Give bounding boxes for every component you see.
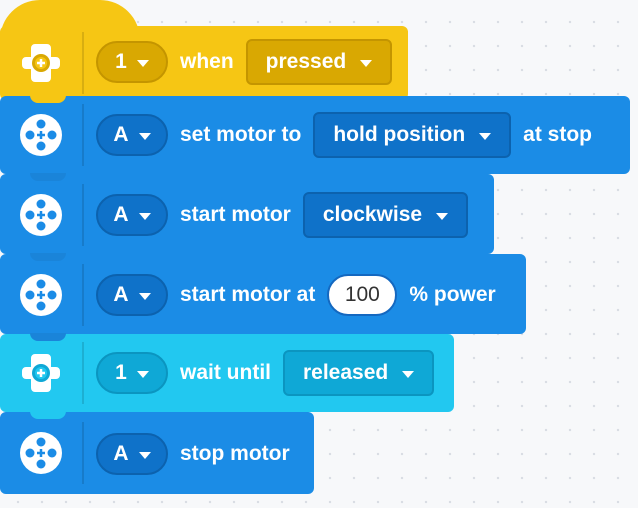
- motor-icon: [2, 416, 80, 490]
- divider: [82, 422, 84, 484]
- port-label: A: [113, 123, 129, 146]
- port-label: A: [113, 442, 129, 465]
- chevron-down-icon: [436, 212, 449, 220]
- port-label: A: [113, 203, 129, 226]
- motor-port-dropdown[interactable]: A: [96, 433, 168, 475]
- force-sensor-icon: [2, 26, 80, 100]
- block-text-start-motor: start motor: [180, 203, 291, 226]
- port-dropdown[interactable]: 1: [96, 41, 168, 83]
- sensor-state-label: released: [303, 361, 389, 384]
- motor-port-dropdown[interactable]: A: [96, 114, 168, 156]
- stop-action-label: hold position: [333, 123, 466, 146]
- chevron-down-icon: [138, 132, 151, 140]
- start-motor-power-block[interactable]: A start motor at 100 % power: [0, 253, 526, 334]
- motor-icon: [2, 178, 80, 252]
- motor-port-dropdown[interactable]: A: [96, 194, 168, 236]
- divider: [82, 32, 84, 94]
- sensor-port-dropdown[interactable]: 1: [96, 352, 168, 394]
- force-sensor-icon: [2, 336, 80, 410]
- direction-label: clockwise: [322, 203, 423, 226]
- divider: [82, 184, 84, 246]
- chevron-down-icon: [402, 370, 415, 378]
- wait-until-force-sensor-block[interactable]: 1 wait until released: [0, 333, 454, 412]
- stop-action-dropdown[interactable]: hold position: [313, 112, 512, 158]
- chevron-down-icon: [136, 59, 149, 67]
- block-notch: [30, 253, 66, 261]
- divider: [82, 342, 84, 404]
- set-motor-stop-action-block[interactable]: A set motor to hold position at stop: [0, 95, 630, 174]
- when-force-sensor-block[interactable]: 1 when pressed: [0, 26, 408, 100]
- chevron-down-icon: [360, 59, 373, 67]
- block-notch: [30, 173, 66, 181]
- port-label: 1: [115, 50, 127, 73]
- chevron-down-icon: [479, 132, 492, 140]
- motor-icon: [2, 98, 80, 172]
- block-notch: [30, 411, 66, 419]
- block-notch: [30, 333, 66, 341]
- block-text-start-motor-at: start motor at: [180, 283, 316, 306]
- divider: [82, 104, 84, 166]
- block-text-when: when: [180, 50, 234, 73]
- block-text-stop-motor: stop motor: [180, 442, 290, 465]
- state-dropdown-label: pressed: [265, 50, 347, 73]
- state-dropdown[interactable]: pressed: [245, 39, 393, 85]
- divider: [82, 264, 84, 326]
- block-text-wait-until: wait until: [180, 361, 271, 384]
- port-label: A: [113, 283, 129, 306]
- block-text-set-motor-to: set motor to: [180, 123, 302, 146]
- stop-motor-block[interactable]: A stop motor: [0, 411, 314, 494]
- chevron-down-icon: [138, 212, 151, 220]
- chevron-down-icon: [136, 370, 149, 378]
- power-input[interactable]: 100: [327, 274, 398, 316]
- port-label: 1: [115, 361, 127, 384]
- chevron-down-icon: [138, 292, 151, 300]
- block-text-percent-power: % power: [409, 283, 496, 306]
- motor-icon: [2, 258, 80, 332]
- block-notch: [30, 95, 66, 103]
- block-text-at-stop: at stop: [523, 123, 592, 146]
- motor-port-dropdown[interactable]: A: [96, 274, 168, 316]
- start-motor-direction-block[interactable]: A start motor clockwise: [0, 173, 494, 254]
- direction-dropdown[interactable]: clockwise: [302, 192, 469, 238]
- sensor-state-dropdown[interactable]: released: [283, 350, 435, 396]
- chevron-down-icon: [138, 451, 151, 459]
